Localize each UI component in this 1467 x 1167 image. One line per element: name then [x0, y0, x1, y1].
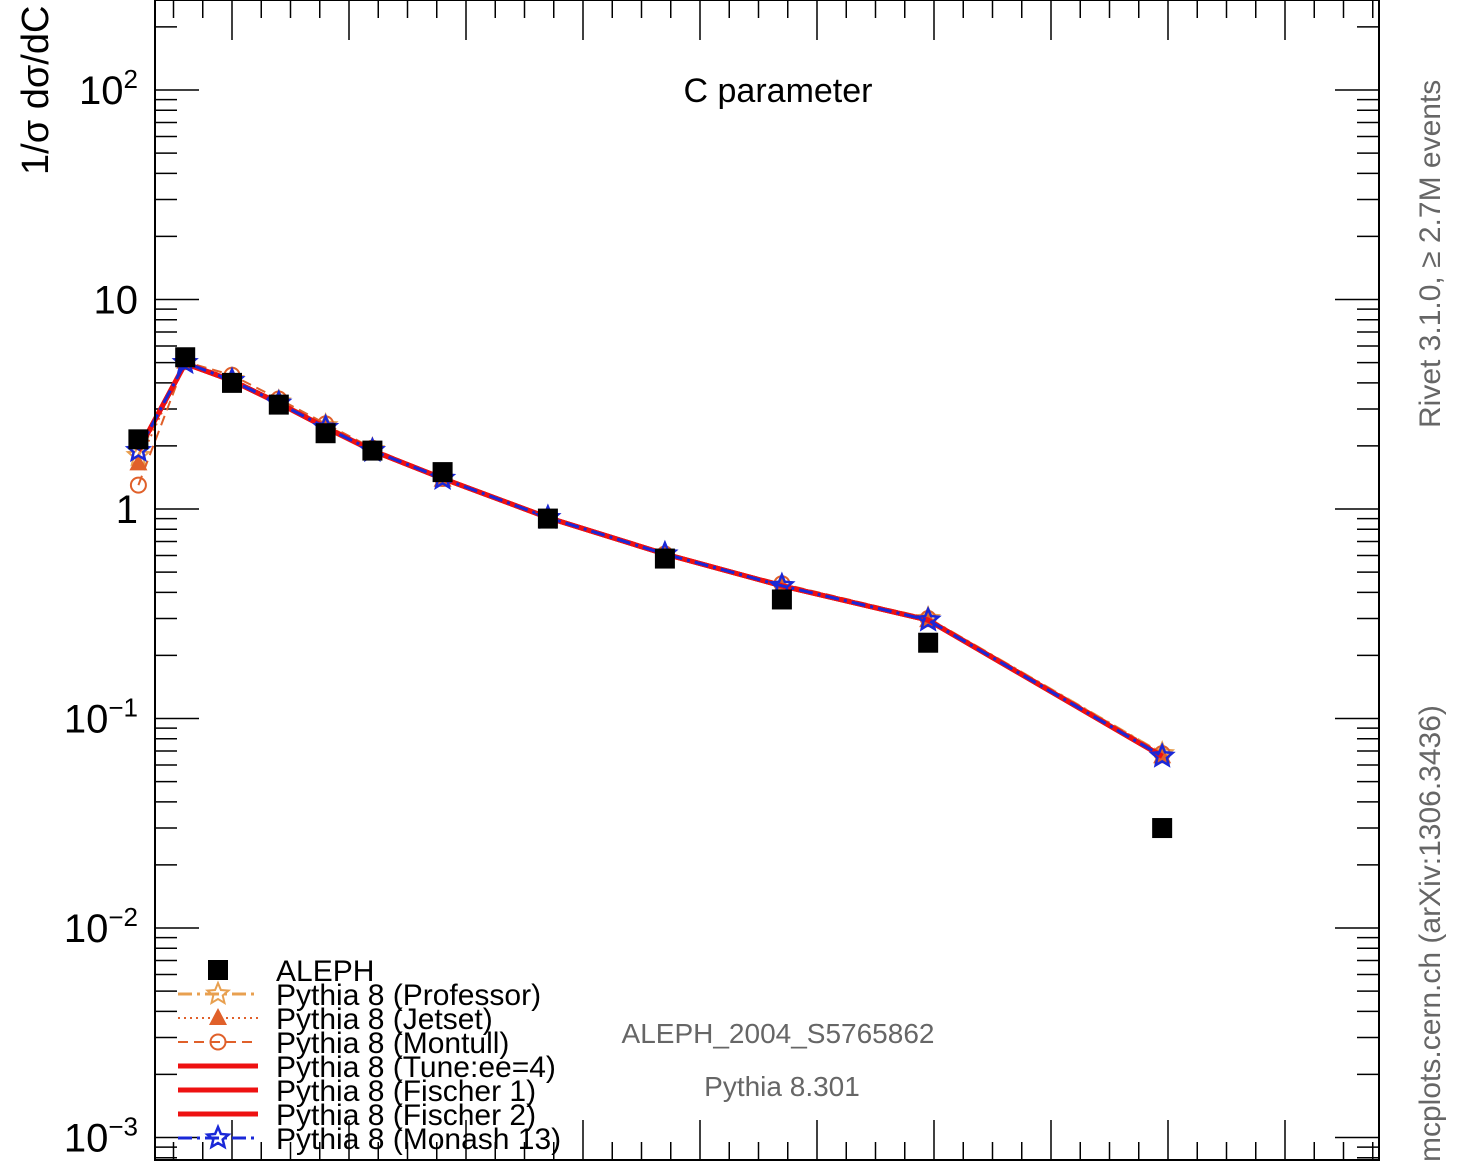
legend-swatch	[204, 980, 232, 1005]
legend-label: Pythia 8 (Jetset)	[276, 1003, 493, 1036]
data-point	[268, 394, 289, 415]
data-point	[128, 429, 149, 450]
y-tick-label-base: 10	[79, 69, 124, 113]
series-line	[137, 361, 1163, 758]
series-line	[137, 361, 1163, 755]
legend-swatch	[204, 1123, 232, 1150]
legend-label: Pythia 8 (Montull)	[276, 1027, 509, 1060]
data-point	[1152, 818, 1173, 839]
legend-entry: Pythia 8 (Montull)	[178, 1027, 509, 1060]
series-line	[136, 361, 1164, 759]
data-point	[432, 462, 453, 483]
series-layer	[124, 347, 1176, 839]
series-line	[137, 360, 1163, 755]
major-ticks	[155, 0, 1379, 1160]
y-tick-label-base: 10	[64, 1117, 109, 1161]
legend-entry: Pythia 8 (Jetset)	[178, 1003, 493, 1036]
y-tick-label-exponent: −1	[108, 693, 138, 723]
analysis-id-label: ALEPH_2004_S5765862	[622, 1018, 935, 1049]
series-4	[136, 361, 1164, 759]
legend-entry: Pythia 8 (Tune:ee=4)	[178, 1051, 556, 1084]
legend-entry: Pythia 8 (Fischer 2)	[178, 1099, 536, 1132]
series-3	[129, 353, 1171, 763]
y-tick-label: 1	[116, 488, 138, 532]
legend-entry: Pythia 8 (Professor)	[178, 979, 541, 1012]
data-point	[654, 548, 675, 569]
y-tick-label-base: 1	[116, 488, 138, 532]
chart-title: C parameter	[684, 72, 873, 110]
data-point	[175, 347, 196, 368]
legend-label: Pythia 8 (Fischer 2)	[276, 1099, 536, 1132]
legend-label: Pythia 8 (Monash 13)	[276, 1123, 561, 1156]
rivet-label: Rivet 3.1.0, ≥ 2.7M events	[1414, 80, 1447, 428]
series-line	[137, 360, 1163, 758]
data-point	[918, 632, 939, 653]
series-0	[128, 347, 1173, 839]
y-tick-label: 10−2	[64, 902, 138, 951]
minor-ticks	[155, 26, 1379, 1159]
y-tick-label-base: 10	[64, 907, 109, 951]
legend-swatch	[209, 1033, 227, 1051]
y-tick-label-exponent: −3	[108, 1112, 138, 1142]
y-tick-label-exponent: −2	[108, 902, 138, 932]
legend-label: Pythia 8 (Fischer 1)	[276, 1075, 536, 1108]
legend-swatch	[208, 960, 228, 980]
data-point	[222, 372, 242, 393]
legend-label: ALEPH	[276, 955, 374, 988]
series-point	[129, 453, 148, 471]
data-point	[537, 508, 558, 529]
legend-entry: Pythia 8 (Monash 13)	[178, 1123, 561, 1156]
series-6	[136, 361, 1164, 759]
series-5	[136, 361, 1164, 759]
legend-entry: Pythia 8 (Fischer 1)	[178, 1075, 536, 1108]
series-point	[1148, 742, 1176, 768]
y-tick-label-exponent: 2	[124, 64, 138, 94]
legend-label: Pythia 8 (Professor)	[276, 979, 541, 1012]
mcplots-label: mcplots.cern.ch (arXiv:1306.3436)	[1414, 705, 1447, 1162]
data-point	[771, 589, 792, 610]
data-point	[315, 423, 336, 444]
y-tick-label-base: 10	[64, 698, 109, 742]
y-tick-label: 10	[94, 279, 139, 323]
y-tick-label-base: 10	[94, 279, 139, 323]
y-axis-label: 1/σ dσ/dC	[15, 6, 57, 175]
generator-version-label: Pythia 8.301	[704, 1071, 860, 1102]
y-tick-label: 10−1	[64, 693, 138, 742]
series-point	[914, 605, 942, 632]
series-line	[136, 361, 1164, 759]
y-tick-label: 102	[79, 64, 138, 113]
legend-entry: ALEPH	[208, 955, 374, 988]
legend-label: Pythia 8 (Tune:ee=4)	[276, 1051, 556, 1084]
series-line	[136, 361, 1164, 759]
series-point	[129, 476, 147, 494]
legend-swatch	[209, 1008, 227, 1025]
y-tick-label: 10−3	[64, 1112, 138, 1161]
data-point	[362, 440, 383, 461]
plot-frame	[154, 0, 1380, 1161]
